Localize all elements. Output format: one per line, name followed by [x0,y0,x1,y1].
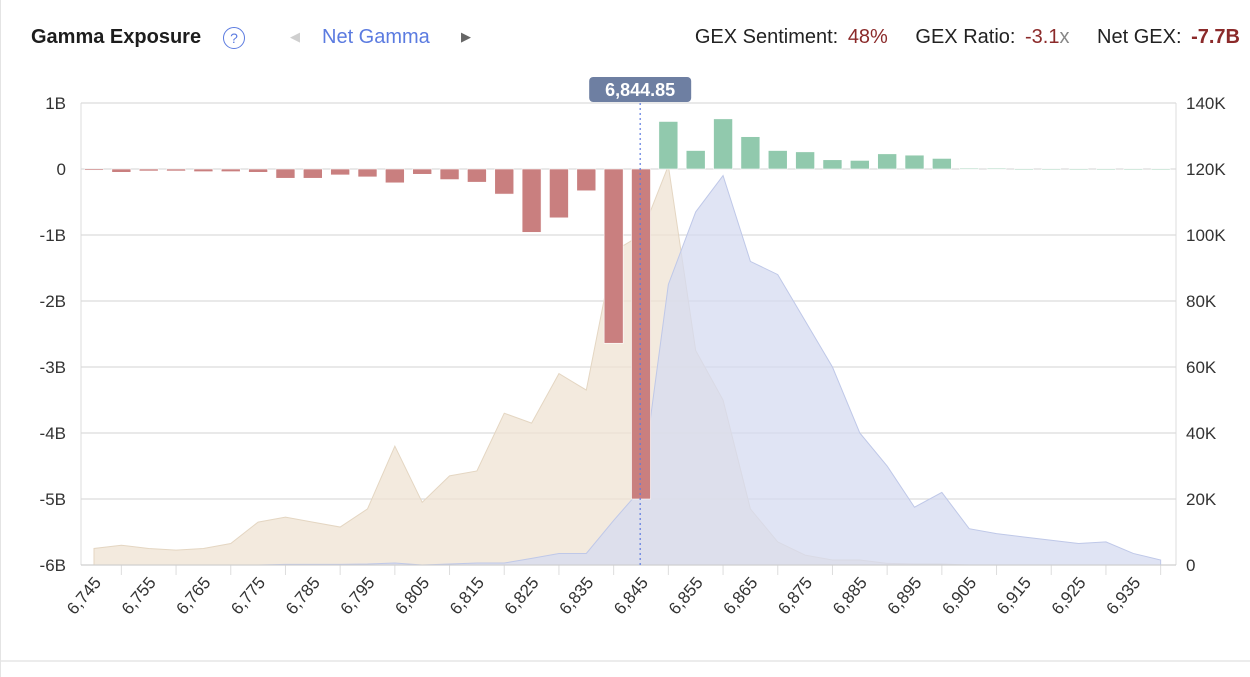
negative-gamma-bar [166,168,186,172]
negative-gamma-bar [220,168,241,172]
negative-gamma-bar [275,168,296,179]
positive-gamma-bar [904,154,925,170]
sentiment-value: 48% [847,26,888,48]
negative-gamma-bar [84,168,104,171]
positive-gamma-bar [849,160,870,170]
right-axis-label: 120K [1186,160,1226,179]
positive-gamma-bar [1068,168,1089,171]
divider [1,660,1250,662]
positive-gamma-bar [1096,168,1116,171]
x-axis-label: 6,815 [446,573,488,618]
x-axis-label: 6,895 [884,573,926,618]
x-axis-label: 6,855 [665,573,707,618]
positive-gamma-bar [767,150,788,170]
negative-gamma-bar [193,168,214,172]
help-icon[interactable]: ? [223,27,245,49]
negative-gamma-bar [521,168,542,233]
x-axis-label: 6,785 [282,573,324,618]
positive-gamma-bar [685,150,706,170]
negative-gamma-bar [576,168,597,192]
negative-gamma-bar [631,168,651,500]
panel-title: Gamma Exposure [31,26,202,48]
left-axis-label: -3B [40,358,66,377]
x-axis-label: 6,835 [555,573,597,618]
positive-gamma-bar [959,168,980,170]
x-axis-label: 6,825 [501,573,543,618]
positive-gamma-bar [713,118,733,170]
positive-gamma-bar [795,151,815,170]
net-gex-value: -7.7B [1191,26,1240,48]
right-axis-label: 40K [1186,424,1217,443]
sentiment-label: GEX Sentiment: [694,26,839,48]
negative-gamma-bar [330,168,350,176]
chevron-right-icon[interactable]: ▶ [461,29,471,44]
positive-gamma-bar [1150,168,1171,171]
negative-gamma-bar [385,168,405,184]
x-axis-label: 6,775 [227,573,269,618]
positive-gamma-bar [658,121,679,170]
right-axis-label: 140K [1186,94,1226,113]
x-axis-label: 6,875 [774,573,816,618]
gex-stats: GEX Sentiment: 48% GEX Ratio: -3.1x Net … [691,26,1240,49]
right-axis-label: 100K [1186,226,1226,245]
x-axis-label: 6,905 [938,573,980,618]
negative-gamma-bar [248,168,268,173]
positive-gamma-bar [1123,168,1144,171]
spot-price-badge [589,77,692,102]
right-axis-label: 60K [1186,358,1217,377]
mode-selector[interactable]: Net Gamma [322,26,430,48]
left-axis-label: 1B [45,94,66,113]
left-axis-label: -4B [40,424,66,443]
x-axis-label: 6,795 [337,573,379,618]
left-axis-label: -6B [40,556,66,575]
positive-gamma-bar [822,159,843,170]
x-axis-label: 6,755 [118,573,160,618]
x-axis-label: 6,925 [1048,573,1090,618]
net-gex-label: Net GEX: [1097,26,1182,48]
call-oi-area [94,174,1162,566]
positive-gamma-bar [932,158,952,170]
x-axis-label: 6,745 [63,573,105,618]
positive-gamma-bar [877,153,897,170]
ratio-value: -3.1 [1025,26,1060,48]
negative-gamma-bar [138,168,159,172]
spot-price-label: 6,844.85 [605,80,675,100]
left-axis-label: -5B [40,490,66,509]
gex-chart: 1B 0 -1B -2B -3B -4B -5B -6B 140K 120K 100K 80K 60K 4… [40,77,1226,618]
chevron-left-icon[interactable]: ◀ [290,29,300,44]
x-axis-label: 6,915 [993,573,1035,618]
x-axis-label: 6,865 [720,573,762,618]
right-axis-label: 20K [1186,490,1217,509]
left-axis-label: 0 [57,160,66,179]
ratio-label: GEX Ratio: [915,26,1016,48]
negative-gamma-bar [603,168,624,344]
negative-gamma-bar [549,168,569,219]
x-axis-label: 6,935 [1102,573,1144,618]
negative-gamma-bar [302,168,323,179]
negative-gamma-bar [111,168,132,173]
positive-gamma-bar [986,168,1007,170]
positive-gamma-bar [740,136,761,170]
left-axis-label: -2B [40,292,66,311]
positive-gamma-bar [1041,168,1062,171]
positive-gamma-bar [1014,168,1034,171]
x-axis-label: 6,845 [610,573,652,618]
x-axis-label: 6,765 [173,573,215,618]
ratio-suffix: x [1059,26,1070,48]
negative-gamma-bar [412,168,433,175]
left-axis-label: -1B [40,226,66,245]
right-axis-label: 0 [1186,556,1195,575]
negative-gamma-bar [467,168,487,183]
negative-gamma-bar [357,168,378,178]
right-axis-label: 80K [1186,292,1217,311]
negative-gamma-bar [494,168,515,195]
negative-gamma-bar [439,168,460,180]
x-axis-label: 6,805 [391,573,433,618]
x-axis-label: 6,885 [829,573,871,618]
